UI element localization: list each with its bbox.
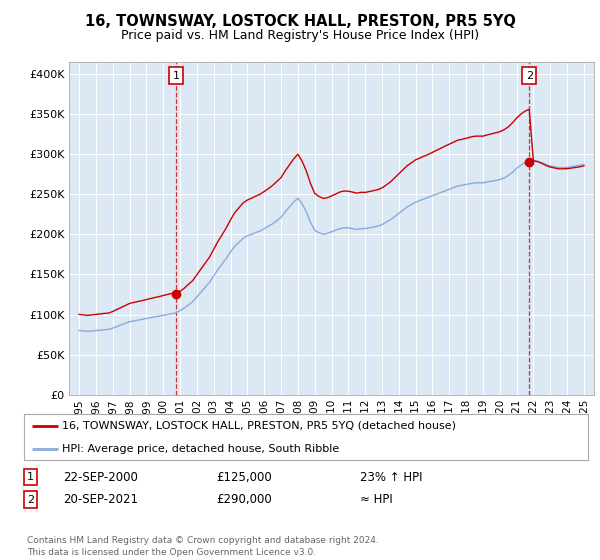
Text: £125,000: £125,000 bbox=[216, 470, 272, 484]
Text: Contains HM Land Registry data © Crown copyright and database right 2024.
This d: Contains HM Land Registry data © Crown c… bbox=[27, 536, 379, 557]
Text: 1: 1 bbox=[27, 472, 34, 482]
Text: 23% ↑ HPI: 23% ↑ HPI bbox=[360, 470, 422, 484]
Text: ≈ HPI: ≈ HPI bbox=[360, 493, 393, 506]
Text: Price paid vs. HM Land Registry's House Price Index (HPI): Price paid vs. HM Land Registry's House … bbox=[121, 29, 479, 42]
Text: 20-SEP-2021: 20-SEP-2021 bbox=[63, 493, 138, 506]
Text: 2: 2 bbox=[27, 494, 34, 505]
Text: 16, TOWNSWAY, LOSTOCK HALL, PRESTON, PR5 5YQ (detached house): 16, TOWNSWAY, LOSTOCK HALL, PRESTON, PR5… bbox=[62, 421, 457, 431]
Text: 1: 1 bbox=[172, 71, 179, 81]
Text: HPI: Average price, detached house, South Ribble: HPI: Average price, detached house, Sout… bbox=[62, 444, 340, 454]
Text: 16, TOWNSWAY, LOSTOCK HALL, PRESTON, PR5 5YQ: 16, TOWNSWAY, LOSTOCK HALL, PRESTON, PR5… bbox=[85, 14, 515, 29]
Text: 22-SEP-2000: 22-SEP-2000 bbox=[63, 470, 138, 484]
Text: 2: 2 bbox=[526, 71, 533, 81]
Text: £290,000: £290,000 bbox=[216, 493, 272, 506]
